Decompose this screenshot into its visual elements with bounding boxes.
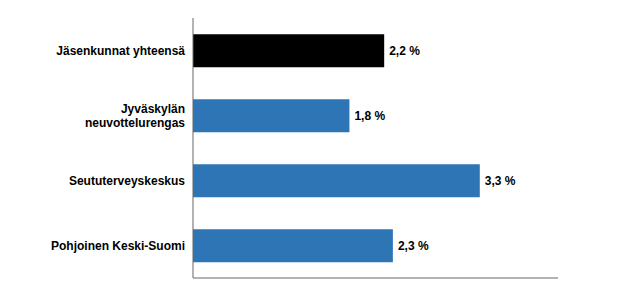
svg-text:Seututerveyskeskus: Seututerveyskeskus (69, 174, 185, 188)
svg-text:2,2 %: 2,2 % (389, 44, 420, 58)
svg-text:1,8 %: 1,8 % (354, 109, 385, 123)
svg-text:Jäsenkunnat yhteensä: Jäsenkunnat yhteensä (56, 44, 185, 58)
svg-text:3,3 %: 3,3 % (485, 174, 516, 188)
svg-text:2,3 %: 2,3 % (398, 239, 429, 253)
svg-text:Pohjoinen Keski-Suomi: Pohjoinen Keski-Suomi (51, 239, 185, 253)
svg-text:Jyväskylänneuvottelurengas: Jyväskylänneuvottelurengas (85, 102, 185, 130)
